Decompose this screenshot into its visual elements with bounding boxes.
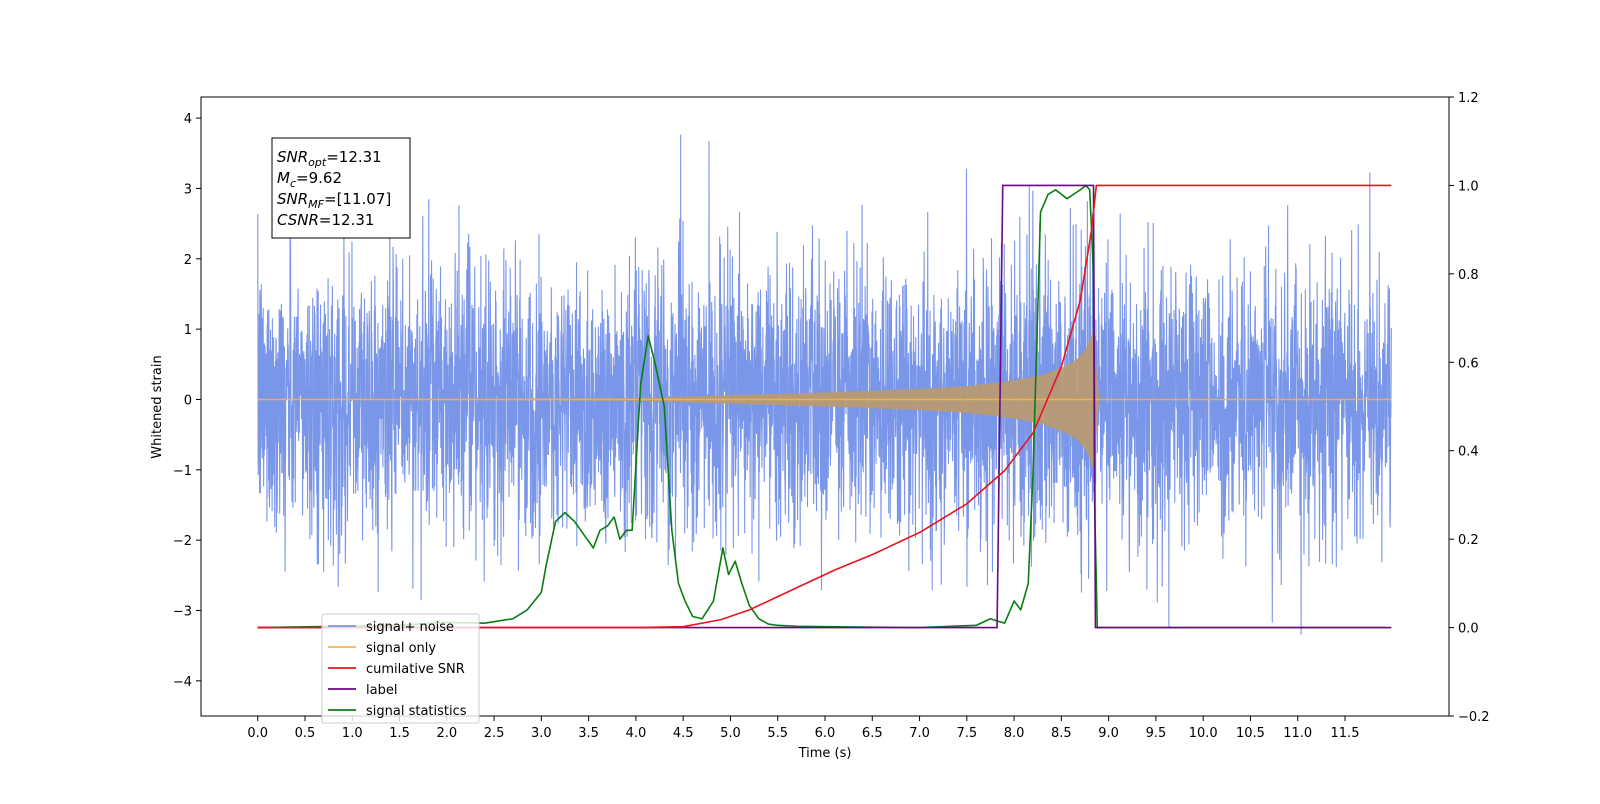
legend-label: cumilative SNR: [366, 662, 465, 677]
x-tick-label: 9.0: [1098, 726, 1119, 741]
legend-frame: [321, 613, 480, 724]
series-cumulative-snr-line: [257, 184, 1392, 629]
series-signal-statistics-line: [257, 184, 1386, 629]
annotation-line: CSNR=12.31: [277, 211, 374, 229]
x-tick-label: 10.5: [1236, 726, 1265, 741]
x-tick-label: 3.0: [531, 726, 552, 741]
plot-area: [257, 134, 1392, 635]
y-left-tick-label: 0: [184, 393, 192, 408]
x-tick-label: 11.5: [1331, 726, 1360, 741]
y-left-tick-label: 3: [184, 182, 192, 197]
y-left-tick-label: −2: [173, 534, 192, 549]
x-tick-label: 1.5: [389, 726, 410, 741]
x-tick-label: 4.0: [626, 726, 647, 741]
y-right-tick-label: 0.2: [1458, 533, 1479, 548]
y-right-tick-label: 1.2: [1458, 91, 1479, 106]
x-tick-label: 6.5: [862, 726, 883, 741]
y-left-tick-label: 1: [184, 323, 192, 338]
x-tick-label: 0.0: [247, 726, 268, 741]
series-label-line: [257, 184, 1392, 629]
y-axis-title: Whitened strain: [150, 355, 165, 458]
x-tick-label: 2.0: [436, 726, 457, 741]
y-right-tick-label: 1.0: [1458, 179, 1479, 194]
x-tick-label: 7.5: [956, 726, 977, 741]
x-tick-label: 11.0: [1283, 726, 1312, 741]
x-tick-label: 8.5: [1051, 726, 1072, 741]
x-axis-title: Time (s): [798, 746, 852, 761]
series-signal-noise-line: [257, 134, 1392, 635]
legend: signal+ noise signal only cumilative SNR la…: [321, 613, 480, 724]
annotation-line: SNRMF=[11.07]: [277, 190, 391, 211]
y-right-tick-label: 0.0: [1458, 622, 1479, 637]
x-tick-label: 0.5: [295, 726, 316, 741]
y-left-tick-label: 4: [184, 112, 192, 127]
y-right-tick-label: −0.2: [1458, 710, 1490, 725]
y-right-tick-label: 0.8: [1458, 268, 1479, 283]
x-tick-label: 4.5: [673, 726, 694, 741]
y-left-tick-label: 2: [184, 253, 192, 268]
x-tick-label: 7.0: [909, 726, 930, 741]
x-tick-label: 5.5: [767, 726, 788, 741]
y-right-tick-label: 0.6: [1458, 356, 1479, 371]
x-tick-label: 5.0: [720, 726, 741, 741]
y-right-tick-label: 0.4: [1458, 445, 1479, 460]
x-tick-label: 9.5: [1146, 726, 1167, 741]
y-left-tick-label: −1: [173, 464, 192, 479]
x-tick-label: 1.0: [342, 726, 363, 741]
legend-label: signal+ noise: [366, 620, 454, 635]
annotation-line: SNRopt=12.31: [277, 148, 382, 169]
axis-ticks: 0.0 0.5 1.0 1.5 2.0 2.5 3.0 3.5 4.0 4.5 5.0 5.5 6.0 6…: [173, 91, 1490, 741]
y-left-tick-label: −3: [173, 604, 192, 619]
x-tick-label: 3.5: [578, 726, 599, 741]
legend-label: signal only: [366, 641, 436, 656]
series-group: [257, 134, 1392, 635]
annotation-line: Mc=9.62: [277, 169, 342, 190]
x-tick-label: 6.0: [815, 726, 836, 741]
x-tick-label: 8.0: [1004, 726, 1025, 741]
annotation-frame: [271, 137, 411, 239]
x-tick-label: 10.0: [1189, 726, 1218, 741]
x-tick-label: 2.5: [484, 726, 505, 741]
legend-label: signal statistics: [366, 704, 467, 719]
annotation-box: SNRopt=12.31Mc=9.62SNRMF=[11.07]CSNR=12.…: [271, 137, 411, 239]
y-left-tick-label: −4: [173, 675, 192, 690]
legend-label: label: [366, 683, 397, 698]
